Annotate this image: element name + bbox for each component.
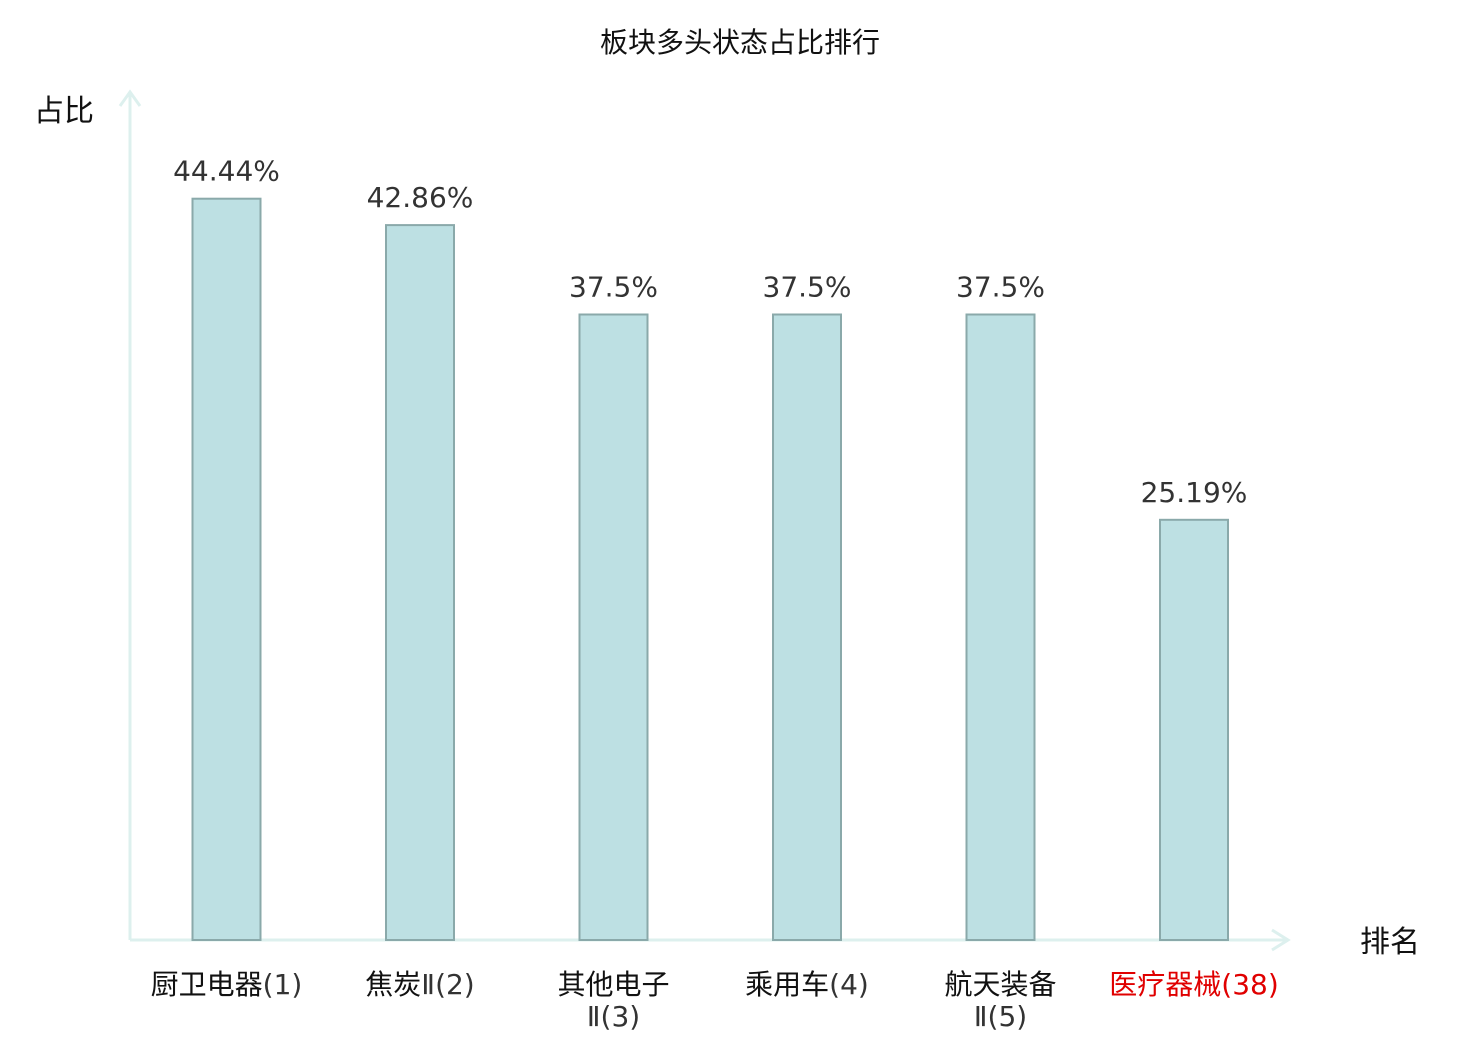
x-tick-label-name: 航天装备 [944, 968, 1056, 1001]
x-tick-label-name: 其他电子 [557, 968, 669, 1001]
bar-value-label: 37.5% [956, 271, 1045, 304]
x-axis-arrow [1271, 928, 1291, 952]
bar [385, 224, 455, 942]
x-tick-label-rank: (4) [829, 968, 869, 1001]
bar-value-label: 42.86% [367, 181, 474, 214]
bar [578, 313, 649, 941]
x-tick-label-name: 厨卫电器 [151, 968, 263, 1001]
chart-title: 板块多头状态占比排行 [600, 26, 880, 59]
value-labels-group: 44.44% 42.86% 37.5% 37.5% 37.5% 25.19% [173, 155, 1247, 509]
x-tick-label-name: 医疗器械 [1109, 968, 1221, 1001]
bar [965, 313, 1036, 941]
x-axis-label: 排名 [1360, 925, 1420, 960]
bar-value-label: 44.44% [173, 155, 280, 188]
axes [118, 89, 1291, 952]
x-tick-label-rank: Ⅱ(5) [974, 1000, 1027, 1033]
x-tick-label-name: 乘用车 [745, 968, 829, 1001]
y-axis-label: 占比 [34, 94, 94, 129]
category-labels-group: 厨卫电器(1) 焦炭Ⅱ(2) 其他电子 Ⅱ(3)乘用车(4) 航天装备 Ⅱ(5)医疗器械(… [151, 968, 1279, 1033]
x-tick-label-rank: (38) [1221, 968, 1278, 1001]
x-tick-label-name: 焦炭 [365, 968, 421, 1001]
bar [1159, 518, 1229, 941]
x-tick-label-rank: (1) [263, 968, 303, 1001]
x-tick-label: 乘用车(4) [745, 968, 869, 1001]
bars-group [191, 197, 1229, 942]
x-tick-label: 焦炭Ⅱ(2) [365, 968, 474, 1001]
x-tick-label-rank: Ⅱ(2) [421, 968, 474, 1001]
x-tick-label: 厨卫电器(1) [151, 968, 303, 1001]
x-tick-label-rank: Ⅱ(3) [587, 1000, 640, 1033]
bar [191, 197, 262, 941]
x-tick-label: 航天装备 Ⅱ(5) [944, 968, 1056, 1033]
y-axis-arrow [118, 89, 142, 107]
bar-value-label: 25.19% [1141, 476, 1248, 509]
bar [772, 313, 842, 941]
bar-value-label: 37.5% [569, 271, 658, 304]
x-tick-label: 医疗器械(38) [1109, 968, 1279, 1001]
bar-value-label: 37.5% [763, 271, 852, 304]
x-tick-label: 其他电子 Ⅱ(3) [557, 968, 669, 1033]
